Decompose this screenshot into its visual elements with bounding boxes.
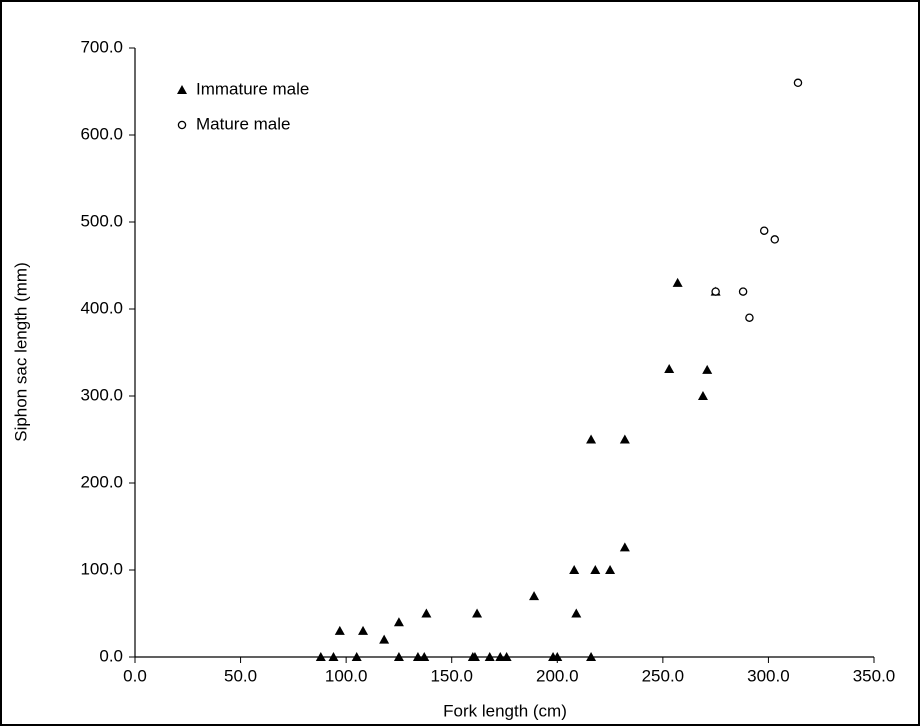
point — [472, 608, 483, 618]
x-tick-label: 250.0 — [642, 666, 685, 685]
point — [379, 634, 390, 644]
point — [590, 565, 601, 574]
point — [484, 652, 495, 661]
point — [759, 226, 769, 235]
point — [711, 287, 720, 296]
legend-marker — [177, 85, 187, 94]
point — [393, 652, 404, 661]
point — [619, 542, 630, 552]
point — [569, 565, 580, 574]
point — [412, 652, 423, 661]
point — [664, 364, 675, 374]
point — [571, 608, 582, 618]
x-tick-label: 0.0 — [123, 666, 147, 685]
point — [586, 652, 597, 661]
y-tick-label: 700.0 — [80, 37, 123, 56]
point — [586, 434, 597, 444]
y-tick-label: 200.0 — [80, 472, 123, 491]
point — [351, 652, 362, 661]
y-tick-label: 0.0 — [99, 646, 123, 665]
point — [672, 277, 683, 287]
y-tick-label: 100.0 — [80, 559, 123, 578]
point — [334, 625, 345, 635]
point — [469, 652, 480, 661]
x-tick-label: 100.0 — [325, 666, 368, 685]
point — [745, 313, 754, 322]
point — [552, 652, 563, 661]
x-tick-label: 350.0 — [853, 666, 896, 685]
point — [419, 652, 430, 661]
x-tick-label: 50.0 — [224, 666, 257, 685]
x-tick-label: 200.0 — [536, 666, 579, 685]
point — [328, 652, 339, 661]
point — [529, 591, 540, 601]
legend-label: Immature male — [196, 79, 309, 98]
point — [421, 608, 432, 618]
y-tick-label: 300.0 — [80, 385, 123, 404]
legend-label: Mature male — [196, 114, 290, 133]
point — [393, 617, 404, 627]
y-tick-label: 500.0 — [80, 211, 123, 230]
point — [358, 625, 369, 635]
point — [697, 391, 708, 400]
y-axis-label: Siphon sac length (mm) — [11, 262, 30, 442]
x-tick-label: 150.0 — [430, 666, 473, 685]
x-tick-label: 300.0 — [747, 666, 790, 685]
y-tick-label: 400.0 — [80, 298, 123, 317]
point — [738, 287, 748, 296]
point — [702, 364, 713, 374]
y-tick-label: 600.0 — [80, 124, 123, 143]
point — [501, 652, 512, 661]
point — [793, 78, 803, 88]
point — [495, 652, 506, 661]
point — [605, 565, 616, 574]
x-axis-label: Fork length (cm) — [443, 701, 567, 720]
point — [315, 652, 326, 661]
point — [770, 235, 780, 244]
legend-marker — [177, 120, 187, 130]
point — [619, 434, 630, 444]
